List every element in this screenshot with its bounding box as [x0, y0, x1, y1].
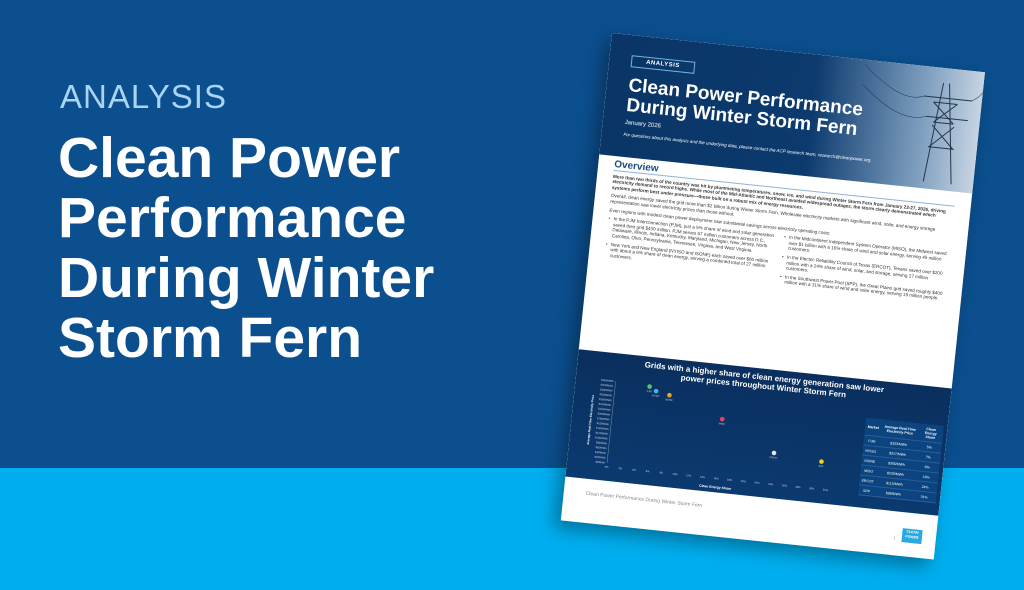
x-tick-label: 26%	[782, 483, 788, 488]
x-tick-label: 8%	[659, 470, 664, 474]
data-point-pjm	[647, 384, 652, 389]
y-tick-label: $200/MWh	[597, 411, 610, 416]
data-point-nyiso	[653, 388, 659, 394]
report-title: Clean Power Performance During Winter St…	[625, 75, 864, 141]
scatter-plot: $0/MWh$20/MWh$40/MWh$60/MWh$80/MWh$100/M…	[586, 378, 829, 493]
y-tick-label: $140/MWh	[596, 426, 609, 431]
acp-logo: CLEAN POWER	[901, 528, 923, 545]
y-axis-label: Average Real-Time Electricity Price	[586, 394, 595, 445]
y-axis	[606, 381, 616, 463]
report-header: ANALYSIS Clean Power Performance During …	[599, 33, 985, 194]
y-tick-label: $160/MWh	[596, 421, 609, 426]
report-footer: Clean Power Performance During Winter St…	[585, 490, 703, 509]
hero-kicker: ANALYSIS	[60, 78, 227, 115]
point-label: ERCOT	[769, 456, 778, 460]
table-cell: 31%	[911, 490, 937, 503]
point-label: PJM	[647, 390, 652, 393]
x-tick-label: 14%	[700, 475, 706, 480]
y-tick-label: $100/MWh	[595, 435, 608, 440]
y-tick-label: $260/MWh	[599, 397, 612, 402]
table-header: Market	[864, 417, 883, 437]
point-label: MISO	[719, 422, 726, 426]
point-label: NYISO	[652, 394, 660, 398]
data-point-spp	[819, 459, 824, 464]
x-tick-label: 16%	[713, 476, 719, 481]
x-tick-label: 12%	[686, 473, 692, 478]
x-tick-label: 28%	[795, 485, 801, 490]
y-tick-label: $120/MWh	[595, 431, 608, 436]
x-tick-label: 18%	[727, 477, 733, 482]
x-tick-label: 0%	[605, 465, 610, 469]
report-preview: ANALYSIS Clean Power Performance During …	[560, 33, 985, 560]
x-axis-label: Clean Energy Share	[699, 484, 731, 491]
data-point-isone	[667, 392, 672, 398]
y-tick-label: $220/MWh	[598, 407, 611, 412]
report-badge: ANALYSIS	[630, 55, 696, 74]
x-tick-label: 4%	[632, 468, 637, 472]
hero-title: Clean Power Performance During Winter St…	[58, 126, 435, 370]
x-tick-label: 2%	[618, 466, 623, 470]
point-label: ISONE	[665, 398, 673, 402]
transmission-tower-icon	[862, 64, 984, 185]
x-tick-label: 32%	[823, 488, 829, 493]
data-point-ercot	[771, 450, 777, 456]
y-tick-label: $20/MWh	[594, 455, 606, 460]
y-tick-label: $240/MWh	[598, 402, 611, 407]
y-tick-label: $300/MWh	[600, 387, 613, 392]
y-tick-label: $280/MWh	[599, 392, 612, 397]
x-tick-label: 30%	[809, 486, 815, 491]
y-tick-label: $340/MWh	[601, 378, 614, 383]
point-label: SPP	[818, 465, 823, 469]
x-tick-label: 10%	[672, 472, 678, 477]
x-tick-label: 22%	[754, 480, 760, 485]
y-tick-label: $0/MWh	[595, 460, 606, 465]
y-tick-label: $180/MWh	[597, 416, 610, 421]
y-tick-label: $80/MWh	[596, 440, 608, 445]
table-cell: SPP	[858, 484, 876, 497]
x-tick-label: 6%	[646, 469, 651, 473]
chart-section: Grids with a higher share of clean energ…	[565, 349, 952, 516]
y-tick-label: $320/MWh	[600, 383, 613, 388]
y-tick-label: $40/MWh	[595, 450, 607, 455]
data-point-miso	[719, 416, 725, 422]
y-tick-label: $60/MWh	[595, 445, 607, 450]
price-table: Market Average Real-Time Electricity Pric…	[858, 417, 944, 504]
x-tick-label: 20%	[741, 479, 747, 484]
page-number: 1	[893, 535, 897, 541]
x-tick-label: 24%	[768, 482, 774, 487]
